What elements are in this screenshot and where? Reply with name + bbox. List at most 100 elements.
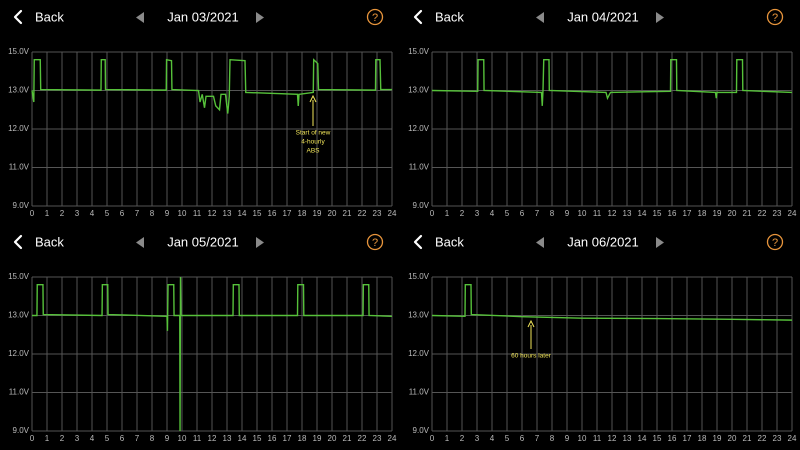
x-tick-label: 24 [788,209,797,218]
next-arrow[interactable] [256,237,264,248]
y-tick-label: 12.0V [408,124,430,133]
x-tick-label: 12 [608,434,617,443]
panel: Back Jan 04/2021 ? 9.0V 11.0V 12.0V 13.0V 15.0V… [408,8,797,218]
x-tick-label: 22 [358,209,367,218]
x-tick-label: 23 [773,434,782,443]
date-title: Jan 04/2021 [567,9,639,24]
y-tick-label: 13.0V [408,86,430,95]
x-tick-label: 17 [283,209,292,218]
y-tick-label: 12.0V [408,349,430,358]
x-tick-label: 1 [45,434,50,443]
x-tick-label: 18 [298,209,307,218]
voltage-line [431,284,793,321]
back-label[interactable]: Back [435,234,464,249]
annotation-text: 4-hourly [301,139,325,146]
x-tick-label: 21 [343,209,352,218]
x-tick-label: 6 [520,434,525,443]
x-tick-label: 9 [565,209,570,218]
x-tick-label: 5 [505,209,510,218]
x-tick-label: 13 [223,209,232,218]
next-arrow[interactable] [656,237,664,248]
panel: Back Jan 03/2021 ? 9.0V 11.0V 12.0V 13.0V 15.0V… [8,8,397,218]
x-tick-label: 7 [535,434,540,443]
y-tick-label: 9.0V [13,426,30,435]
x-tick-label: 13 [223,434,232,443]
x-tick-label: 20 [728,434,737,443]
help-label[interactable]: ? [772,12,778,24]
x-tick-label: 20 [328,209,337,218]
x-tick-label: 15 [653,434,662,443]
y-tick-label: 12.0V [8,349,30,358]
x-tick-label: 12 [208,209,217,218]
next-arrow[interactable] [256,12,264,23]
x-tick-label: 10 [178,434,187,443]
x-tick-label: 0 [430,434,435,443]
x-tick-label: 5 [105,209,110,218]
x-tick-label: 3 [475,434,480,443]
prev-arrow[interactable] [536,12,544,23]
help-icon[interactable] [366,8,384,26]
x-tick-label: 1 [445,434,450,443]
x-tick-label: 1 [45,209,50,218]
y-tick-label: 13.0V [408,311,430,320]
prev-arrow[interactable] [136,237,144,248]
x-tick-label: 2 [460,209,465,218]
back-label[interactable]: Back [435,9,464,24]
x-tick-label: 16 [668,209,677,218]
x-tick-label: 17 [283,434,292,443]
x-tick-label: 23 [373,434,382,443]
date-title: Jan 05/2021 [167,234,239,249]
x-tick-label: 10 [578,434,587,443]
next-arrow[interactable] [656,12,664,23]
back-label[interactable]: Back [35,9,64,24]
prev-arrow[interactable] [536,237,544,248]
annotation-text: ABS [306,148,320,155]
help-label[interactable]: ? [772,237,778,249]
back-chevron[interactable] [13,234,23,250]
help-icon[interactable] [766,233,784,251]
panel: Back Jan 05/2021 ? 9.0V 11.0V 12.0V 13.0V 15.0V… [8,233,397,443]
help-label[interactable]: ? [372,12,378,24]
date-title: Jan 06/2021 [567,234,639,249]
x-tick-label: 8 [150,434,155,443]
x-tick-label: 20 [728,209,737,218]
x-tick-label: 15 [653,209,662,218]
x-tick-label: 17 [683,434,692,443]
y-tick-label: 15.0V [8,47,30,56]
help-icon[interactable] [766,8,784,26]
x-tick-label: 14 [638,434,647,443]
x-tick-label: 18 [698,434,707,443]
x-tick-label: 1 [445,209,450,218]
annotation-arrowhead [527,319,535,328]
x-tick-label: 19 [313,209,322,218]
x-tick-label: 8 [150,209,155,218]
x-tick-label: 18 [698,209,707,218]
y-tick-label: 11.0V [9,163,30,172]
x-tick-label: 15 [253,434,262,443]
x-tick-label: 11 [593,434,602,443]
x-tick-label: 2 [460,434,465,443]
back-chevron[interactable] [413,234,423,250]
y-tick-label: 15.0V [408,47,430,56]
x-tick-label: 6 [120,209,125,218]
x-tick-label: 21 [743,434,752,443]
prev-arrow[interactable] [136,12,144,23]
x-tick-label: 19 [313,434,322,443]
x-tick-label: 22 [758,209,767,218]
y-tick-label: 15.0V [8,272,30,281]
y-tick-label: 12.0V [8,124,30,133]
x-tick-label: 23 [373,209,382,218]
x-tick-label: 17 [683,209,692,218]
help-label[interactable]: ? [372,237,378,249]
x-tick-label: 16 [668,434,677,443]
x-tick-label: 10 [578,209,587,218]
date-title: Jan 03/2021 [167,9,239,24]
back-chevron[interactable] [413,9,423,25]
help-icon[interactable] [366,233,384,251]
voltage-line [32,276,393,432]
x-tick-label: 6 [520,209,525,218]
back-label[interactable]: Back [35,234,64,249]
back-chevron[interactable] [13,9,23,25]
